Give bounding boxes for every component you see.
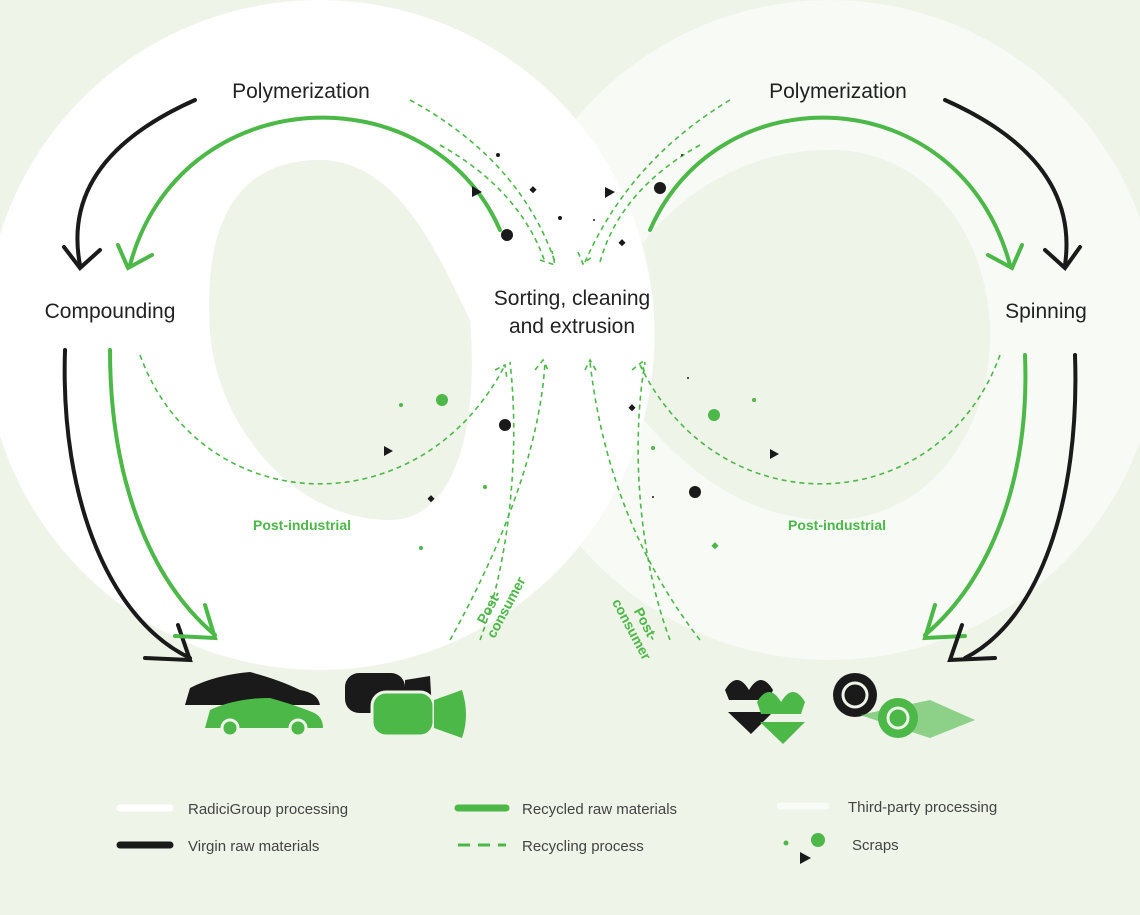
node-label: Compounding xyxy=(45,300,176,323)
legend-label: Third-party processing xyxy=(848,799,997,816)
arrows xyxy=(62,98,1082,663)
third-party-loop xyxy=(499,0,1140,660)
legend-label: RadiciGroup processing xyxy=(188,801,348,818)
product-icons xyxy=(185,672,975,744)
node-label: and extrusion xyxy=(509,315,635,338)
scraps xyxy=(384,153,779,550)
recycling-flows xyxy=(139,99,1001,641)
legend-label: Recycled raw materials xyxy=(522,801,677,818)
node-label: Spinning xyxy=(1005,300,1087,323)
legend-label: Recycling process xyxy=(522,838,644,855)
node-label: Polymerization xyxy=(769,80,907,103)
legend-label: Scraps xyxy=(852,837,899,854)
legend: RadiciGroup processing Virgin raw materi… xyxy=(116,799,997,864)
legend-swatch xyxy=(783,833,825,864)
node-label: Polymerization xyxy=(232,80,370,103)
flow-label: Post-industrial xyxy=(788,517,886,533)
flow-label: Post-industrial xyxy=(253,517,351,533)
legend-label: Virgin raw materials xyxy=(188,838,319,855)
radici-loop xyxy=(0,0,655,670)
node-label: Sorting, cleaning xyxy=(494,287,650,310)
